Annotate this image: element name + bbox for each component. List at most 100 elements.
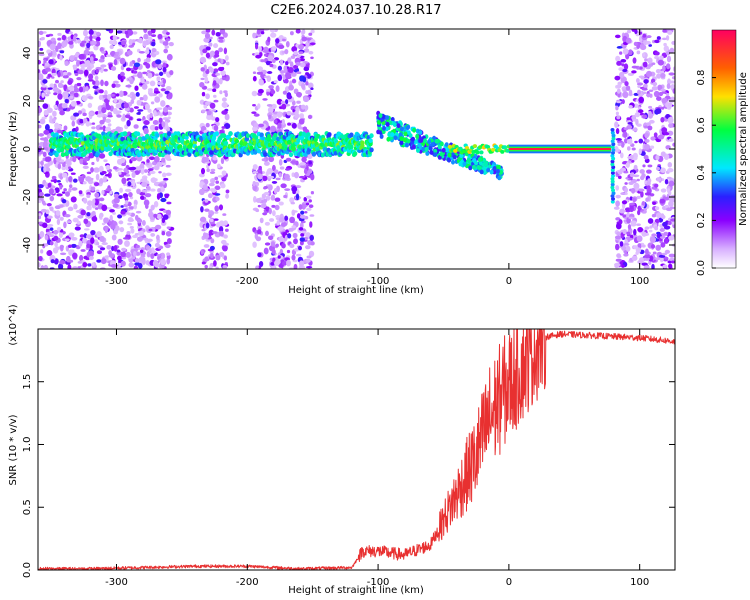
spectrogram-cell <box>53 229 59 235</box>
spectrogram-cell <box>632 57 637 64</box>
spectrogram-cell <box>65 191 70 197</box>
spectrogram-cell <box>38 214 42 220</box>
spectrogram-cell <box>272 265 276 268</box>
spectrogram-cell <box>211 109 217 112</box>
spectrogram-cell <box>155 59 162 65</box>
spectrogram-cell <box>256 29 261 35</box>
spectrogram-cell <box>160 88 166 92</box>
spectrogram-cell <box>161 60 167 64</box>
spectrogram-cell <box>200 206 204 213</box>
spectrogram-cell <box>137 71 143 79</box>
spectrogram-cell <box>295 185 302 189</box>
spectrogram-cell <box>293 171 300 179</box>
spectrogram-cell <box>165 230 172 237</box>
spectrogram-cell <box>625 85 631 91</box>
spectrogram-cell <box>283 238 288 241</box>
spectrogram-cell <box>123 102 129 109</box>
spectrogram-cell <box>294 247 300 252</box>
spectrogram-cell <box>133 106 139 109</box>
spectrogram-cell <box>260 31 265 35</box>
spectrogram-cell <box>55 100 59 106</box>
spectrogram-cell <box>63 71 68 76</box>
spectrogram-cell <box>96 250 102 255</box>
spectrogram-cell <box>57 82 63 88</box>
spectrogram-cell <box>218 230 224 237</box>
spectrogram-cell <box>646 122 651 127</box>
spectrogram-cell <box>643 144 651 150</box>
spectrogram-cell <box>87 78 94 82</box>
spectrogram-cell <box>66 72 72 76</box>
spectrogram-cell <box>46 231 52 235</box>
spectrogram-cell <box>668 196 675 202</box>
spectrogram-cell <box>253 113 260 117</box>
spectrogram-cell <box>149 112 153 119</box>
spectrogram-cell <box>80 108 86 114</box>
spectrogram-cell <box>306 207 312 211</box>
spectrogram-cell <box>78 190 83 195</box>
spectrogram-cell <box>96 231 102 238</box>
spectrogram-cell <box>623 243 630 246</box>
spectrogram-cell <box>93 182 100 187</box>
spectrogram-cell <box>47 87 53 90</box>
spectrogram-cell <box>44 146 49 151</box>
spectrogram-cell <box>131 180 136 187</box>
spectrogram-cell <box>103 68 108 72</box>
spectrogram-cell <box>126 230 131 235</box>
spectrogram-cell <box>103 159 108 163</box>
spectrogram-cell <box>654 218 660 224</box>
colorbar-tick-label: 0.6 <box>696 117 707 133</box>
spectrogram-cell <box>660 88 666 92</box>
spectrogram-cell <box>658 254 666 258</box>
spectrogram-cell <box>654 257 661 261</box>
spectrogram-cell <box>147 168 154 172</box>
spectrogram-cell <box>642 114 648 119</box>
spectrogram-cell <box>644 254 651 259</box>
spectrogram-cell <box>399 140 404 146</box>
spectrogram-cell <box>661 97 668 104</box>
spectrogram-cell <box>200 250 204 255</box>
spectrogram-cell <box>627 155 634 160</box>
spectrogram-cell <box>73 112 80 117</box>
spectrogram-cell <box>200 67 205 72</box>
spectrogram-cell <box>102 94 109 99</box>
spectrogram-cell <box>285 72 292 79</box>
spectrogram-cell <box>284 173 290 180</box>
spectrogram-cell <box>615 243 620 251</box>
spectrogram-cell <box>620 192 626 195</box>
spectrogram-cell <box>107 123 112 127</box>
spectrogram-cell <box>479 169 484 175</box>
spectrogram-cell <box>220 183 226 189</box>
spectrogram-cell <box>88 73 94 80</box>
spectrogram-cell <box>285 229 290 233</box>
spectrogram-cell <box>261 175 268 182</box>
spectrogram-cell <box>623 170 629 174</box>
spectrogram-cell <box>665 92 670 96</box>
spectrogram-cell <box>629 173 635 178</box>
spectrogram-cell <box>125 67 132 72</box>
spectrogram-cell <box>149 170 156 175</box>
spectrogram-cell <box>42 103 49 109</box>
spectrogram-cell <box>164 194 169 199</box>
spectrogram-cell <box>279 70 285 74</box>
spectrogram-cell <box>271 248 276 255</box>
spectrogram-cell <box>262 212 268 216</box>
spectrogram-cell <box>295 91 303 98</box>
spectrogram-cell <box>610 171 615 175</box>
spectrogram-cell <box>638 148 642 155</box>
spectrogram-cell <box>622 91 629 99</box>
spectrogram-cell <box>105 164 111 171</box>
spectrogram-cell <box>628 202 636 206</box>
spectrogram-cell <box>154 73 159 77</box>
spectrogram-cell <box>64 214 71 218</box>
spectrogram-cell <box>104 80 109 87</box>
spectrogram-cell <box>120 260 126 267</box>
spectrogram-cell <box>349 144 354 150</box>
spectrogram-cell <box>623 127 629 131</box>
spectrogram-cell <box>52 110 57 117</box>
spectrogram-cell <box>49 83 55 89</box>
spectrogram-cell <box>101 204 108 212</box>
spectrogram-cell <box>101 189 105 195</box>
spectrogram-cell <box>669 47 675 53</box>
spectrogram-cell <box>298 118 305 125</box>
spectrogram-cell <box>610 182 615 187</box>
